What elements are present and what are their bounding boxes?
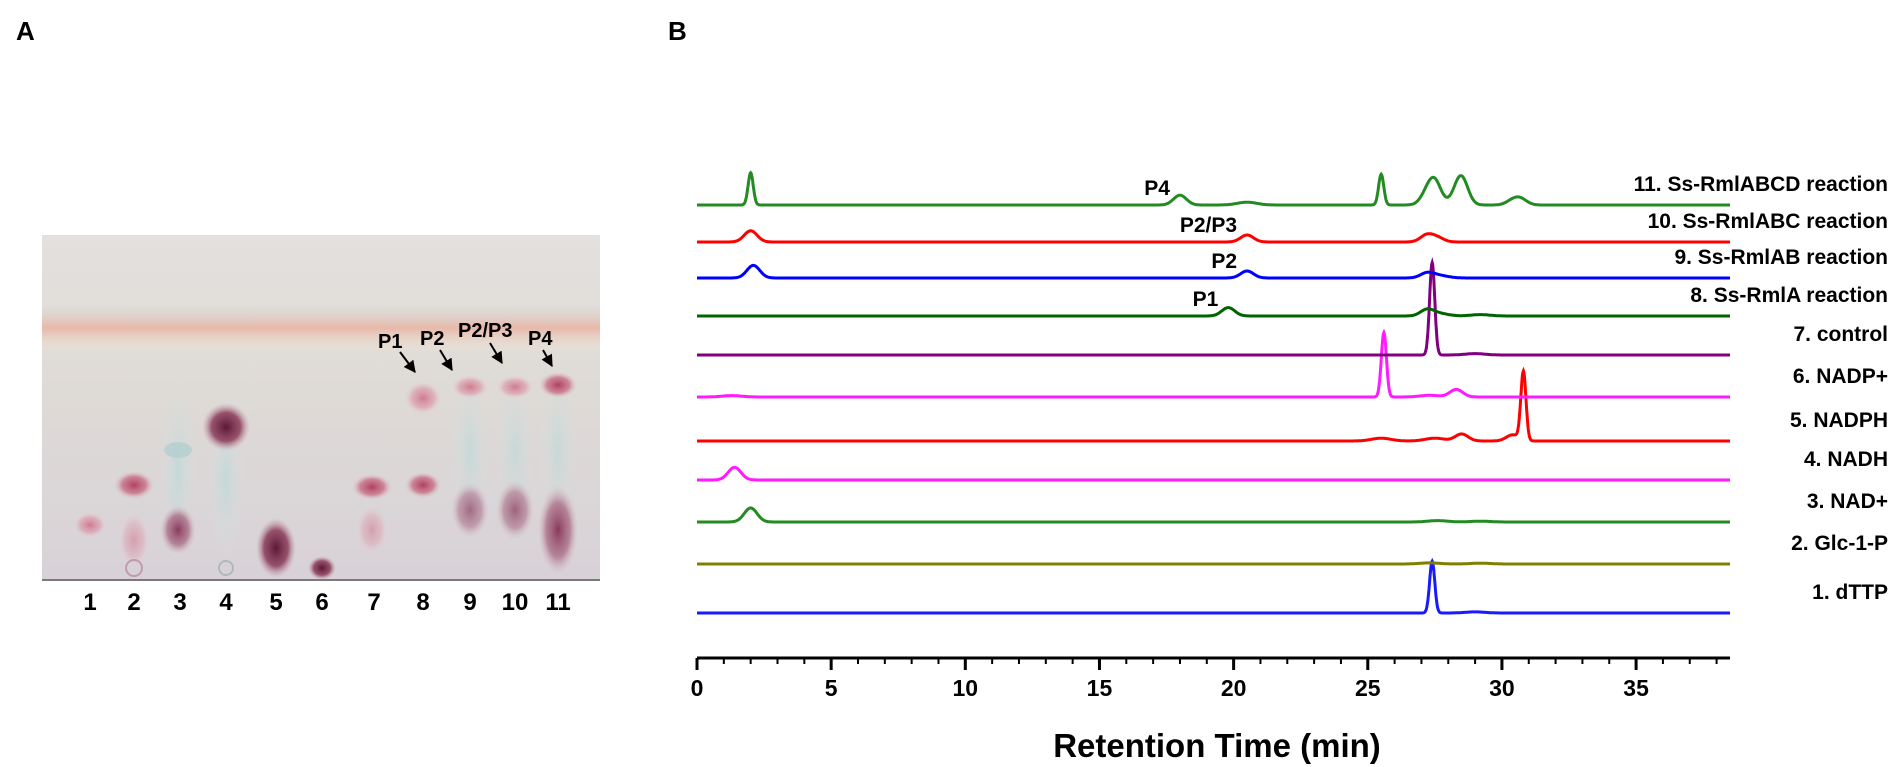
peak-label-p2: P2 [1211,250,1237,273]
tlc-spot-lane-3-upper [164,442,192,458]
lane-label-4: 4 [219,589,233,616]
tlc-arrow-p2-p3 [489,342,503,365]
tlc-plate [42,235,600,581]
trace-8-ss-rmla-reaction [697,306,1730,318]
peak-label-p2-p3: P2/P3 [1180,214,1237,237]
tlc-smear-lane-11 [538,370,578,530]
tlc-label-p4: P4 [528,328,553,350]
trace-10-ss-rmlabc-reaction [697,229,1730,244]
tlc-spot-lane-10-lower [496,480,534,540]
panel-b: B 1. dTTP 2. Glc-1-P 3. NAD+ 4. NADH 5. NADP… [668,16,1888,764]
x-tick-label-20: 20 [1221,675,1247,701]
tlc-spot-lane-8-lower [405,472,441,498]
tlc-spot-lane-4 [202,403,250,451]
x-tick-label-35: 35 [1623,675,1649,701]
trace-label-6-nadp: 6. NADP+ [1793,365,1888,388]
x-tick-label-0: 0 [691,675,704,701]
trace-9-ss-rmlab-reaction [697,263,1730,280]
x-tick-label-25: 25 [1355,675,1381,701]
peak-label-p1: P1 [1193,288,1219,311]
tlc-label-p2: P2 [420,328,444,350]
trace-4-nadh [697,465,1730,482]
lane-label-6: 6 [315,589,328,616]
tlc-spot-lane-1 [73,512,107,538]
tlc-arrow-p4 [541,349,553,368]
tlc-arrow-p2 [439,349,453,372]
trace-label-2-glc-1-p: 2. Glc-1-P [1791,532,1888,555]
trace-label-9-ss-rmlab-reaction: 9. Ss-RmlAB reaction [1674,246,1888,269]
panel-b-label: B [668,16,687,46]
trace-label-3-nad: 3. NAD+ [1807,490,1888,513]
lane-label-5: 5 [269,589,282,616]
tlc-lane-labels: 1 2 3 4 5 6 7 8 9 10 11 [83,589,570,616]
panel-a-label: A [16,16,35,46]
x-tick-label-30: 30 [1489,675,1515,701]
trace-label-11-ss-rmlabcd-reaction: 11. Ss-RmlABCD reaction [1634,173,1888,196]
peak-label-p4: P4 [1144,177,1170,200]
x-tick-label-10: 10 [953,675,979,701]
lane-label-8: 8 [416,589,429,616]
panel-a: A [16,16,600,616]
lane-label-9: 9 [463,589,476,616]
trace-label-10-ss-rmlabc-reaction: 10. Ss-RmlABC reaction [1648,210,1888,233]
tlc-spot-lane-11-lower [538,485,578,575]
tlc-streak-lane-2 [118,512,150,568]
tlc-origin-dot-lane-4 [218,560,234,576]
tlc-spot-lane-7 [352,474,392,500]
tlc-spot-lane-10-upper [496,375,534,399]
x-tick-label-5: 5 [825,675,838,701]
tlc-origin-dot-lane-2 [125,559,143,577]
tlc-spot-lane-9-upper [451,375,489,399]
tlc-spot-lane-9-lower [451,482,489,538]
x-axis: 0 5 10 15 20 25 30 35 [691,656,1730,701]
chromatogram-traces [697,170,1730,615]
lane-label-7: 7 [367,589,380,616]
trace-label-5-nadph: 5. NADPH [1790,409,1888,432]
trace-label-4-nadh: 4. NADH [1804,448,1888,471]
x-axis-title: Retention Time (min) [1053,727,1381,764]
trace-3-nad [697,506,1730,524]
trace-11-ss-rmlabcd-reaction [697,170,1730,207]
trace-2-glc-1-p [697,561,1730,566]
tlc-spot-lane-6 [308,556,336,580]
tlc-spot-lane-11-upper [539,372,577,398]
trace-labels: 1. dTTP 2. Glc-1-P 3. NAD+ 4. NADH 5. NADPH 6… [1634,173,1888,604]
trace-label-7-control: 7. control [1793,323,1888,346]
tlc-label-p1: P1 [378,331,402,353]
lane-label-10: 10 [502,589,529,616]
lane-label-1: 1 [83,589,96,616]
x-tick-label-15: 15 [1087,675,1113,701]
trace-label-1-dttp: 1. dTTP [1812,581,1888,604]
tlc-solvent-front [42,305,600,351]
tlc-streak-lane-7 [356,505,388,555]
tlc-spot-lane-2 [114,471,154,499]
trace-label-8-ss-rmla-reaction: 8. Ss-RmlA reaction [1690,284,1888,307]
trace-6-nadp [697,328,1730,399]
tlc-spot-lane-8-upper [404,381,442,415]
lane-label-2: 2 [127,589,140,616]
tlc-spot-lane-3 [160,505,196,555]
trace-5-nadph [697,366,1730,443]
peak-annotations: P1 P2 P2/P3 P4 [1144,177,1237,311]
tlc-arrow-p1 [399,351,416,373]
lane-label-11: 11 [545,589,570,616]
tlc-label-p2-p3: P2/P3 [458,320,512,342]
tlc-spot-annotations: P1 P2 P2/P3 P4 [378,320,553,373]
lane-label-3: 3 [173,589,186,616]
tlc-spot-lane-5 [256,518,296,578]
trace-1-dttp [697,557,1730,615]
trace-7-control [697,256,1730,357]
